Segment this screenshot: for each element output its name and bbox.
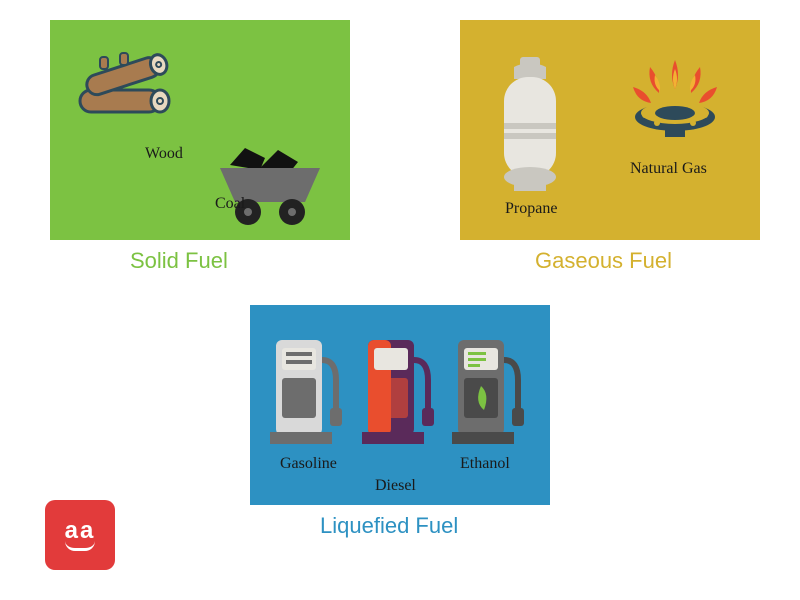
gaseous-fuel-panel: Propane Natural Gas — [460, 20, 760, 240]
brand-logo: aa — [45, 500, 115, 570]
solid-fuel-panel: Wood Coal — [50, 20, 350, 240]
liquefied-fuel-caption: Liquefied Fuel — [320, 513, 458, 539]
brand-logo-text: aa — [65, 519, 96, 543]
gas-flame-icon — [615, 55, 735, 155]
brand-logo-smile-icon — [65, 541, 95, 551]
solid-fuel-caption: Solid Fuel — [130, 248, 228, 274]
coal-label: Coal — [215, 195, 245, 213]
gaseous-fuel-caption: Gaseous Fuel — [535, 248, 672, 274]
propane-tank-icon — [490, 55, 570, 195]
diesel-label: Diesel — [375, 477, 416, 495]
ethanol-label: Ethanol — [460, 455, 510, 473]
liquefied-fuel-panel: Gasoline Diesel Ethanol — [250, 305, 550, 505]
wood-icon — [70, 45, 180, 125]
wood-label: Wood — [145, 145, 183, 163]
ethanol-pump-icon — [450, 330, 530, 450]
propane-label: Propane — [505, 200, 557, 218]
coal-cart-icon — [210, 140, 330, 230]
diesel-pump-icon — [360, 330, 440, 450]
natural-gas-label: Natural Gas — [630, 160, 707, 178]
gasoline-label: Gasoline — [280, 455, 337, 473]
gasoline-pump-icon — [268, 330, 348, 450]
